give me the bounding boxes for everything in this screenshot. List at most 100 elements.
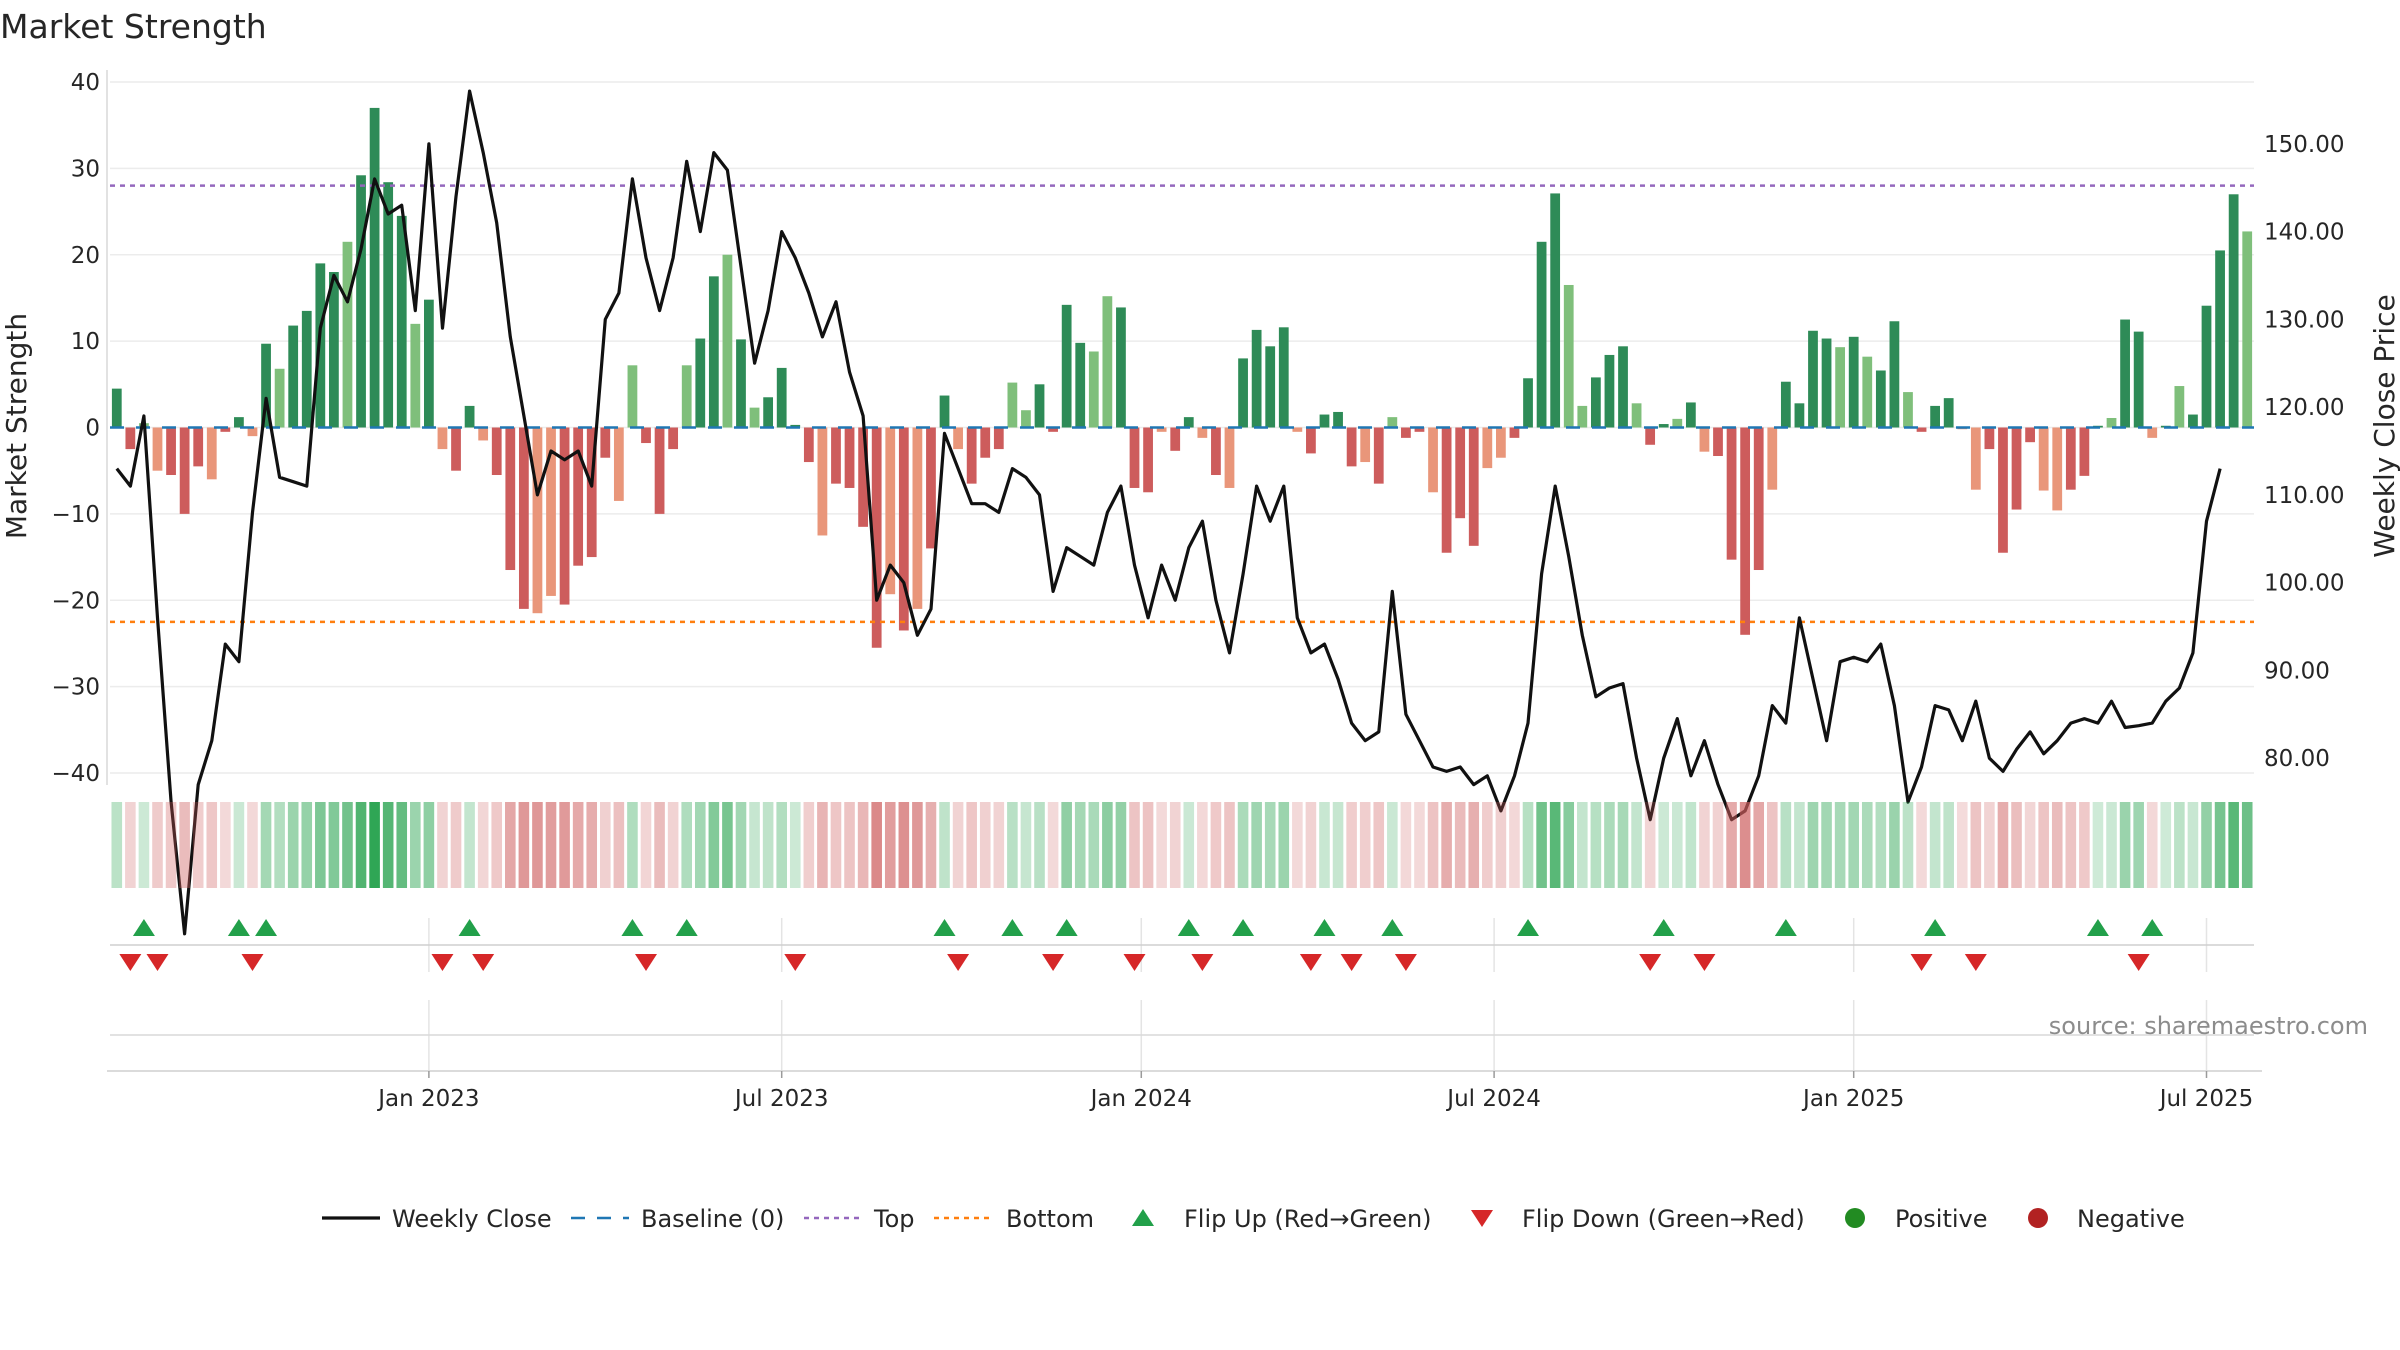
flip-down-marker bbox=[947, 954, 970, 971]
strength-bar bbox=[1889, 321, 1900, 428]
right-tick-label: 140.00 bbox=[2264, 220, 2344, 246]
legend-label: Bottom bbox=[1006, 1205, 1094, 1233]
state-cell bbox=[382, 802, 394, 888]
state-cell bbox=[1169, 802, 1181, 888]
state-cell bbox=[1861, 802, 1873, 888]
state-cell bbox=[884, 802, 896, 888]
strength-bar bbox=[1753, 427, 1764, 571]
flip-up-marker bbox=[255, 919, 278, 936]
strength-bar bbox=[1088, 351, 1099, 428]
state-cell bbox=[1685, 802, 1697, 888]
legend-flip-down-icon bbox=[1471, 1210, 1493, 1227]
state-cell bbox=[1522, 802, 1534, 888]
strength-bar bbox=[369, 107, 380, 428]
state-cell bbox=[165, 802, 177, 888]
state-cell bbox=[681, 802, 693, 888]
strength-bar bbox=[1306, 427, 1316, 454]
strength-bar bbox=[1387, 417, 1398, 428]
flip-markers bbox=[110, 919, 2254, 971]
strength-bar bbox=[966, 427, 977, 484]
flip-up-marker bbox=[1001, 919, 1024, 936]
state-cell bbox=[1658, 802, 1670, 888]
strength-bar bbox=[491, 427, 502, 476]
strength-bar bbox=[2147, 427, 2158, 438]
strength-bar bbox=[1428, 427, 1438, 493]
state-cell bbox=[1400, 802, 1412, 888]
strength-bar bbox=[1183, 417, 1194, 428]
state-cell bbox=[1061, 802, 1072, 888]
strength-bar bbox=[329, 272, 339, 428]
strength-bar bbox=[763, 397, 774, 428]
state-cell bbox=[1956, 802, 1968, 888]
strength-bar bbox=[234, 417, 244, 428]
strength-bar bbox=[1292, 427, 1303, 432]
strength-bar bbox=[166, 427, 176, 476]
state-cell bbox=[260, 802, 272, 888]
strength-bar bbox=[926, 427, 936, 549]
strength-bar bbox=[668, 427, 679, 450]
strength-bar bbox=[1835, 347, 1846, 428]
right-tick-label: 120.00 bbox=[2264, 395, 2344, 421]
flip-down-marker bbox=[241, 954, 264, 971]
right-tick-label: 130.00 bbox=[2264, 307, 2344, 333]
strength-bar bbox=[722, 254, 733, 428]
strength-bar bbox=[641, 427, 651, 444]
strength-bar bbox=[1903, 392, 1913, 428]
strength-bar bbox=[1726, 427, 1737, 560]
left-tick-label: −30 bbox=[51, 675, 100, 701]
state-cell bbox=[1821, 802, 1832, 888]
flip-up-marker bbox=[2141, 919, 2164, 936]
strength-bar bbox=[342, 241, 353, 428]
strength-bar bbox=[505, 427, 516, 571]
state-cell bbox=[1454, 802, 1466, 888]
state-cell bbox=[586, 802, 598, 888]
strength-bar bbox=[261, 343, 271, 428]
x-tick-label: Jul 2025 bbox=[2158, 1086, 2254, 1112]
strength-bar bbox=[1821, 338, 1832, 428]
state-cell bbox=[423, 802, 435, 888]
state-cell bbox=[247, 802, 258, 888]
strength-bar bbox=[125, 427, 136, 450]
strength-bar bbox=[1916, 427, 1927, 432]
strength-bar bbox=[1848, 336, 1859, 428]
strength-bar bbox=[206, 427, 217, 480]
strength-bar bbox=[1333, 411, 1343, 428]
strength-bar bbox=[586, 427, 597, 558]
state-cell bbox=[1115, 802, 1127, 888]
state-cell bbox=[749, 802, 760, 888]
strength-bar bbox=[1034, 384, 1045, 428]
strength-bar bbox=[1808, 330, 1818, 428]
x-tick-label: Jul 2023 bbox=[733, 1086, 829, 1112]
state-cell bbox=[1142, 802, 1154, 888]
state-cell bbox=[979, 802, 991, 888]
strength-bar bbox=[2038, 427, 2049, 491]
state-cell bbox=[545, 802, 557, 888]
flip-down-marker bbox=[1394, 954, 1417, 971]
state-cell bbox=[206, 802, 218, 888]
strength-bar bbox=[301, 310, 312, 428]
state-cell bbox=[2038, 802, 2049, 888]
strength-bar bbox=[220, 427, 231, 432]
strength-bar bbox=[2242, 231, 2253, 428]
x-tick-label: Jan 2025 bbox=[1801, 1086, 1904, 1112]
flip-up-marker bbox=[2086, 919, 2109, 936]
strength-bar bbox=[383, 182, 394, 428]
flip-down-marker bbox=[1123, 954, 1146, 971]
state-cell bbox=[789, 802, 801, 888]
strength-bar bbox=[1862, 356, 1873, 428]
state-cell bbox=[1346, 802, 1357, 888]
state-cell bbox=[396, 802, 408, 888]
strength-bar bbox=[1048, 427, 1058, 432]
strength-bar bbox=[939, 395, 950, 428]
strength-bar bbox=[613, 427, 624, 501]
flip-up-marker bbox=[933, 919, 956, 936]
state-cell bbox=[1617, 802, 1629, 888]
source-note: source: sharemaestro.com bbox=[2049, 1012, 2368, 1040]
left-tick-label: 40 bbox=[71, 70, 100, 96]
strength-bar bbox=[573, 427, 584, 566]
strength-bar bbox=[654, 427, 665, 514]
strength-bar bbox=[1699, 427, 1710, 452]
left-tick-label: 20 bbox=[71, 243, 100, 269]
state-cell bbox=[1604, 802, 1615, 888]
state-cell bbox=[1536, 802, 1547, 888]
